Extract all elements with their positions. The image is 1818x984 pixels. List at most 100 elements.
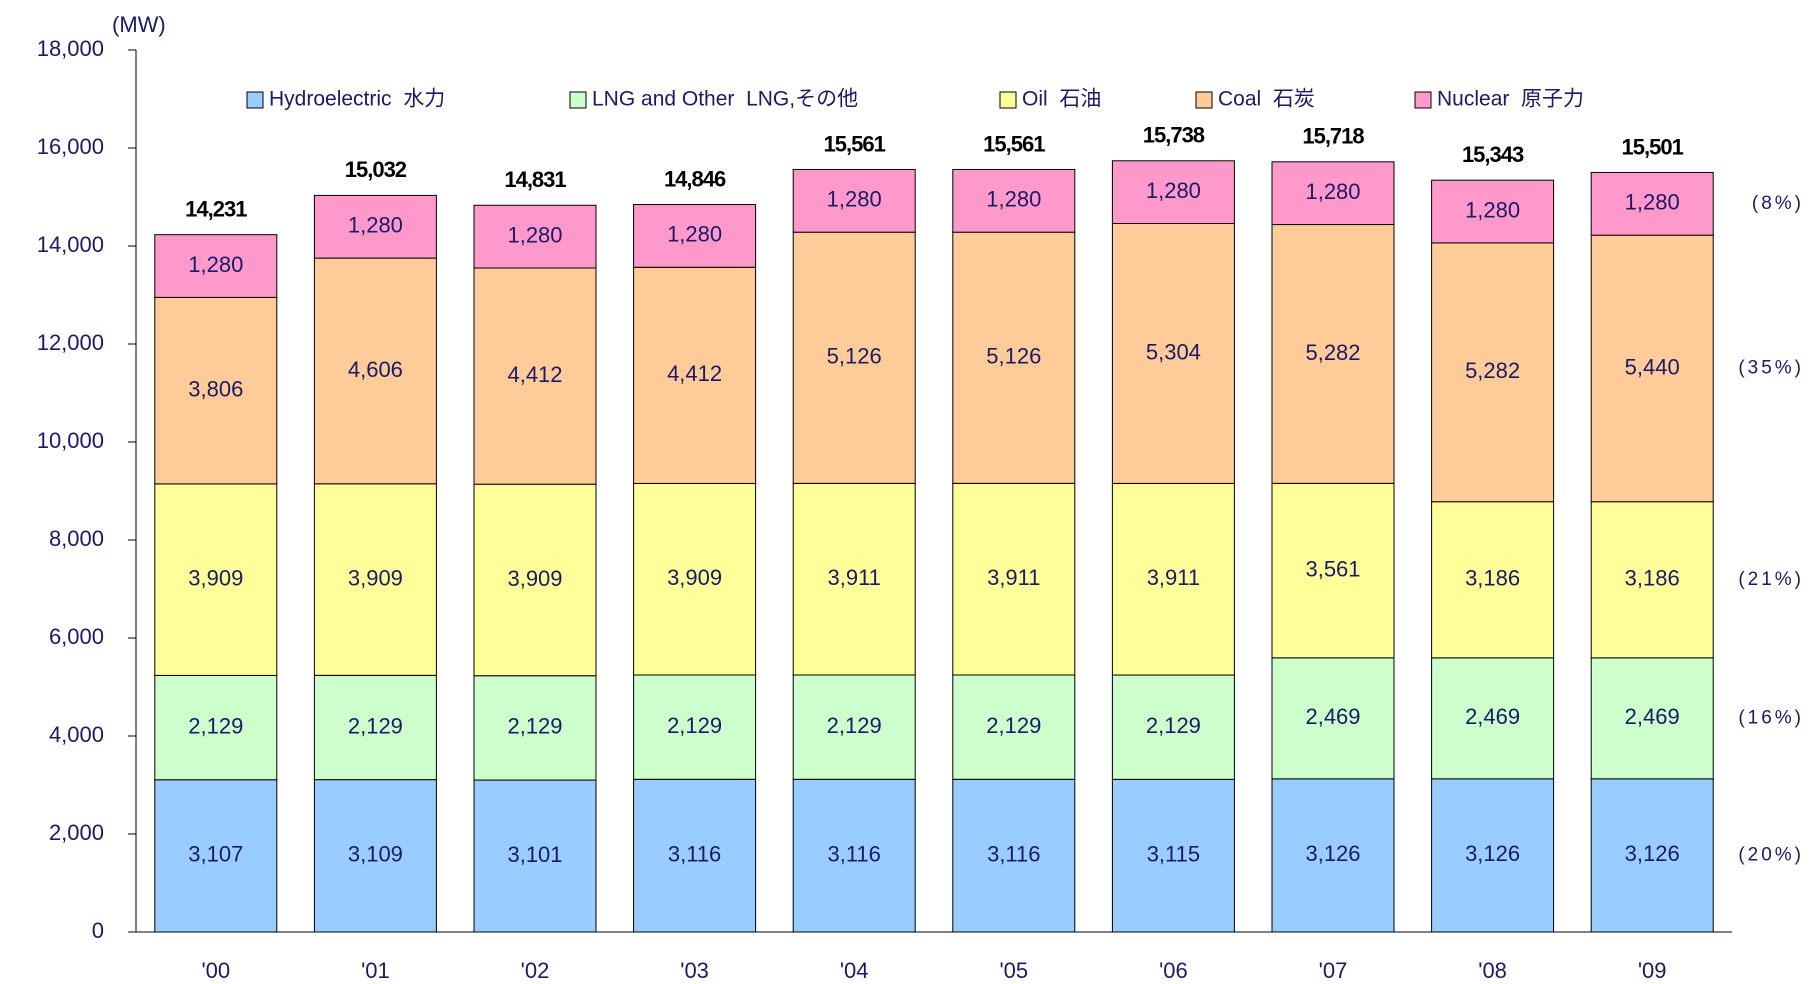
segment-label: 2,129 <box>188 713 243 738</box>
bar-segment <box>952 778 1076 933</box>
bar-segment <box>952 674 1076 780</box>
segment-label: 1,280 <box>1305 179 1360 204</box>
annotation: (16%) <box>1738 707 1804 728</box>
annotation: (21%) <box>1738 569 1804 590</box>
total-label: 14,231 <box>185 196 247 221</box>
x-tick-label: '06 <box>1159 958 1188 983</box>
bar-segment <box>1271 778 1395 933</box>
total-label: 15,501 <box>1622 134 1684 159</box>
segment-label: 3,116 <box>668 841 721 866</box>
y-tick-label: 4,000 <box>49 722 104 747</box>
legend-swatch <box>569 91 587 109</box>
segment-label: 1,280 <box>188 252 243 277</box>
bar-segment <box>1590 234 1714 503</box>
x-tick-label: '04 <box>840 958 869 983</box>
total-label: 15,032 <box>345 157 407 182</box>
bar-segment <box>1590 778 1714 933</box>
bar-segment <box>313 779 437 933</box>
legend-label: Oil 石油 <box>1022 88 1101 111</box>
segment-label: 4,412 <box>667 361 722 386</box>
segment-label: 1,280 <box>348 213 403 238</box>
segment-label: 5,282 <box>1465 358 1520 383</box>
segment-label: 3,911 <box>987 565 1040 590</box>
x-tick-label: '07 <box>1319 958 1348 983</box>
segment-label: 2,129 <box>1146 713 1201 738</box>
segment-label: 2,469 <box>1465 704 1520 729</box>
bar-segment <box>473 675 597 781</box>
segment-label: 3,115 <box>1147 841 1200 866</box>
legend-label: Coal 石炭 <box>1218 88 1315 111</box>
segment-label: 3,909 <box>188 565 243 590</box>
bar-segment <box>1271 657 1395 780</box>
segment-label: 2,469 <box>1305 704 1360 729</box>
bar-segment <box>313 194 437 259</box>
segment-label: 2,129 <box>348 713 403 738</box>
y-tick-label: 8,000 <box>49 526 104 551</box>
bar-segment <box>313 483 437 676</box>
segment-label: 5,304 <box>1146 339 1201 364</box>
legend-label: Nuclear 原子力 <box>1437 88 1584 111</box>
bar-segment <box>952 168 1076 233</box>
x-tick-label: '05 <box>999 958 1028 983</box>
bar-segment <box>473 204 597 269</box>
segment-label: 5,282 <box>1305 340 1360 365</box>
bar-segment <box>473 779 597 933</box>
segment-label: 3,116 <box>987 841 1040 866</box>
bar-segment <box>1590 501 1714 659</box>
segment-label: 1,280 <box>986 187 1041 212</box>
bar-segment <box>633 266 757 484</box>
annotation: (35%) <box>1738 357 1804 378</box>
segment-label: 3,116 <box>827 841 880 866</box>
segment-label: 1,280 <box>1625 190 1680 215</box>
segment-label: 2,469 <box>1625 704 1680 729</box>
total-label: 15,718 <box>1302 124 1364 149</box>
bar-segment <box>1431 242 1555 503</box>
segment-label: 1,280 <box>1146 178 1201 203</box>
segment-label: 3,911 <box>1147 565 1200 590</box>
bar-segment <box>1111 778 1235 933</box>
segment-label: 3,126 <box>1305 841 1360 866</box>
y-tick-label: 12,000 <box>37 330 104 355</box>
annotation: (8%) <box>1752 193 1804 214</box>
segment-label: 1,280 <box>507 222 562 247</box>
bar-segment <box>633 778 757 933</box>
annotation: (20%) <box>1738 844 1804 865</box>
segment-label: 3,909 <box>348 565 403 590</box>
bar-segment <box>1271 224 1395 484</box>
segment-label: 4,412 <box>507 362 562 387</box>
segment-label: 3,186 <box>1625 566 1680 591</box>
bar-segment <box>792 168 916 233</box>
segment-label: 4,606 <box>348 357 403 382</box>
legend-swatch <box>999 91 1017 109</box>
bar-segment <box>952 482 1076 676</box>
segment-label: 3,107 <box>188 842 243 867</box>
y-tick-label: 2,000 <box>49 820 104 845</box>
bar-segment <box>473 267 597 485</box>
segment-label: 3,126 <box>1465 841 1520 866</box>
x-tick-label: '09 <box>1638 958 1667 983</box>
y-axis-label: (MW) <box>112 12 166 37</box>
bar-segment <box>1271 161 1395 226</box>
segment-label: 5,126 <box>986 344 1041 369</box>
x-tick-label: '02 <box>521 958 550 983</box>
y-tick-label: 14,000 <box>37 232 104 257</box>
bar-segment <box>1111 482 1235 676</box>
segment-label: 3,911 <box>827 565 880 590</box>
segment-label: 3,806 <box>188 376 243 401</box>
segment-label: 1,280 <box>667 222 722 247</box>
bar-segment <box>1431 179 1555 244</box>
bar-segment <box>1111 674 1235 780</box>
y-tick-label: 16,000 <box>37 134 104 159</box>
bar-segment <box>633 482 757 676</box>
bar-segment <box>313 674 437 781</box>
segment-label: 3,909 <box>667 565 722 590</box>
y-tick-label: 0 <box>92 918 104 943</box>
segment-label: 1,280 <box>827 187 882 212</box>
bar-segment <box>1590 657 1714 780</box>
legend-swatch <box>246 91 264 109</box>
segment-label: 3,126 <box>1625 841 1680 866</box>
legend-swatch <box>1414 91 1432 109</box>
segment-label: 2,129 <box>507 714 562 739</box>
total-label: 14,831 <box>504 167 566 192</box>
